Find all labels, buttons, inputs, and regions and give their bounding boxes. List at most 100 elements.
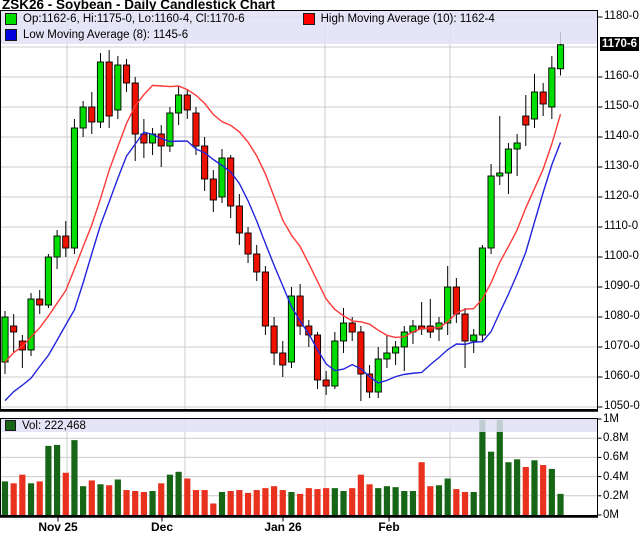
candle — [131, 77, 139, 161]
high-ma-legend-label: High Moving Average (10): 1162-4 — [320, 13, 495, 25]
volume-bar — [531, 460, 538, 515]
candle — [227, 155, 235, 218]
price-axis-label: 1110-0 — [604, 220, 639, 232]
price-axis-label: 1060-0 — [604, 370, 640, 382]
candle — [374, 347, 382, 398]
volume-axis-label: 1M — [603, 413, 619, 425]
candle — [10, 314, 18, 353]
high-ma-legend-swatch — [302, 13, 315, 25]
price-axis-label: 1090-0 — [604, 280, 640, 292]
volume-bar — [427, 486, 434, 515]
price-axis-label: 1100-0 — [604, 250, 639, 262]
candle — [1, 311, 9, 374]
volume-legend-label: Vol: 222,468 — [22, 419, 86, 432]
volume-bar — [19, 474, 26, 515]
volume-bar — [496, 420, 503, 515]
low-ma-legend-swatch — [5, 29, 17, 41]
candle — [461, 308, 469, 368]
volume-bar — [349, 488, 356, 515]
volume-bar — [88, 480, 95, 515]
volume-bar — [53, 444, 61, 515]
candle — [522, 95, 530, 146]
x-axis-label: Dec — [150, 520, 173, 534]
volume-bar — [192, 490, 200, 515]
volume-bar — [114, 479, 121, 515]
volume-axis-label: 0.8M — [603, 432, 629, 445]
ohlc-legend-swatch — [5, 13, 17, 25]
volume-bar — [444, 478, 451, 515]
candle — [201, 137, 209, 191]
volume-axis-label: 0M — [603, 509, 619, 521]
price-axis-label: 1080-0 — [604, 310, 640, 322]
candle — [27, 293, 35, 356]
candle — [513, 134, 521, 176]
candle — [435, 317, 443, 341]
candles — [1, 32, 565, 401]
volume-bars — [1, 420, 564, 515]
candle — [105, 50, 113, 128]
price-axis-label: 1140-0 — [604, 130, 639, 142]
candle — [79, 101, 87, 137]
volume-bar — [297, 493, 304, 515]
price-axis-label: 1160-0 — [604, 70, 639, 82]
volume-bar — [392, 487, 399, 515]
volume-bar — [418, 462, 425, 515]
volume-bar — [71, 440, 78, 515]
volume-bar — [227, 491, 234, 515]
volume-legend-swatch — [5, 420, 16, 431]
volume-bar — [270, 486, 278, 515]
volume-bar — [505, 462, 512, 515]
volume-bar — [470, 491, 477, 515]
volume-bar — [27, 483, 35, 515]
x-axis-label: Jan 26 — [264, 520, 302, 534]
candle — [400, 326, 408, 371]
last-price-tag: 1170-6 — [600, 37, 639, 52]
candle — [296, 284, 304, 335]
candle — [548, 56, 556, 119]
candle — [426, 299, 434, 338]
volume-bar — [210, 503, 217, 515]
volume-bar — [401, 491, 408, 515]
candle — [322, 371, 330, 395]
candle — [392, 341, 400, 365]
volume-bar — [288, 491, 295, 515]
volume-bar — [218, 491, 226, 515]
volume-bar — [522, 467, 529, 515]
volume-bar — [149, 491, 156, 515]
price-axis-label: 1150-0 — [604, 100, 639, 112]
candle — [444, 266, 452, 335]
candle — [253, 245, 261, 281]
candle — [157, 125, 165, 167]
candle — [313, 332, 322, 389]
moving-averages — [4, 84, 562, 402]
candle — [331, 332, 339, 389]
price-legend-strip: Op:1162-6, Hi:1175-0, Lo:1160-4, Cl:1170… — [1, 11, 597, 44]
candle — [149, 128, 157, 155]
volume-bar — [1, 481, 9, 515]
candle — [209, 170, 217, 212]
volume-bar — [357, 474, 364, 515]
volume-bar — [375, 488, 382, 515]
candle — [44, 254, 52, 308]
candle — [366, 365, 374, 398]
volume-bar — [461, 491, 469, 515]
candle — [192, 107, 200, 155]
low-ma-line — [4, 131, 562, 402]
volume-bar — [279, 490, 286, 515]
candle — [122, 59, 131, 92]
candle — [88, 92, 96, 134]
volume-bar — [201, 490, 208, 515]
volume-legend-strip: Vol: 222,468 — [1, 419, 597, 432]
volume-bar — [435, 485, 443, 515]
volume-bar — [314, 489, 321, 515]
volume-bar — [45, 445, 52, 515]
volume-bar — [540, 465, 547, 515]
candle — [261, 266, 269, 335]
price-axis-label: 1130-0 — [604, 160, 639, 172]
candle — [70, 119, 78, 254]
volume-bar — [97, 484, 104, 515]
candle — [383, 335, 391, 368]
candle — [279, 341, 287, 377]
